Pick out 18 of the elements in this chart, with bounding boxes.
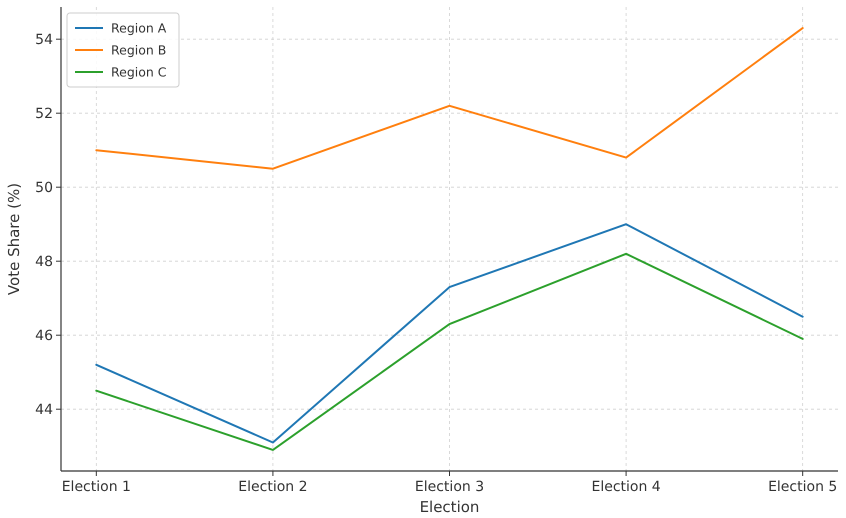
x-tick-label: Election 3 — [414, 479, 484, 495]
x-tick-label: Election 1 — [62, 479, 131, 495]
x-tick-label: Election 4 — [591, 479, 661, 495]
y-tick-label: 54 — [35, 32, 54, 48]
line-series — [95, 252, 804, 451]
y-axis-title: Vote Share (%) — [5, 182, 23, 296]
x-tick-label: Election 2 — [238, 479, 308, 495]
legend-label: Region A — [111, 20, 167, 36]
y-tick-label: 44 — [35, 402, 54, 418]
legend-label: Region B — [111, 42, 166, 58]
line-series — [95, 223, 804, 444]
y-tick-label: 52 — [35, 106, 53, 122]
x-tick-label: Election 5 — [768, 479, 838, 495]
y-tick-label: 48 — [35, 254, 53, 270]
legend-label: Region C — [111, 64, 167, 80]
y-tick-label: 50 — [35, 180, 53, 196]
y-tick-label: 46 — [35, 328, 54, 344]
x-axis-title: Election — [420, 498, 480, 516]
